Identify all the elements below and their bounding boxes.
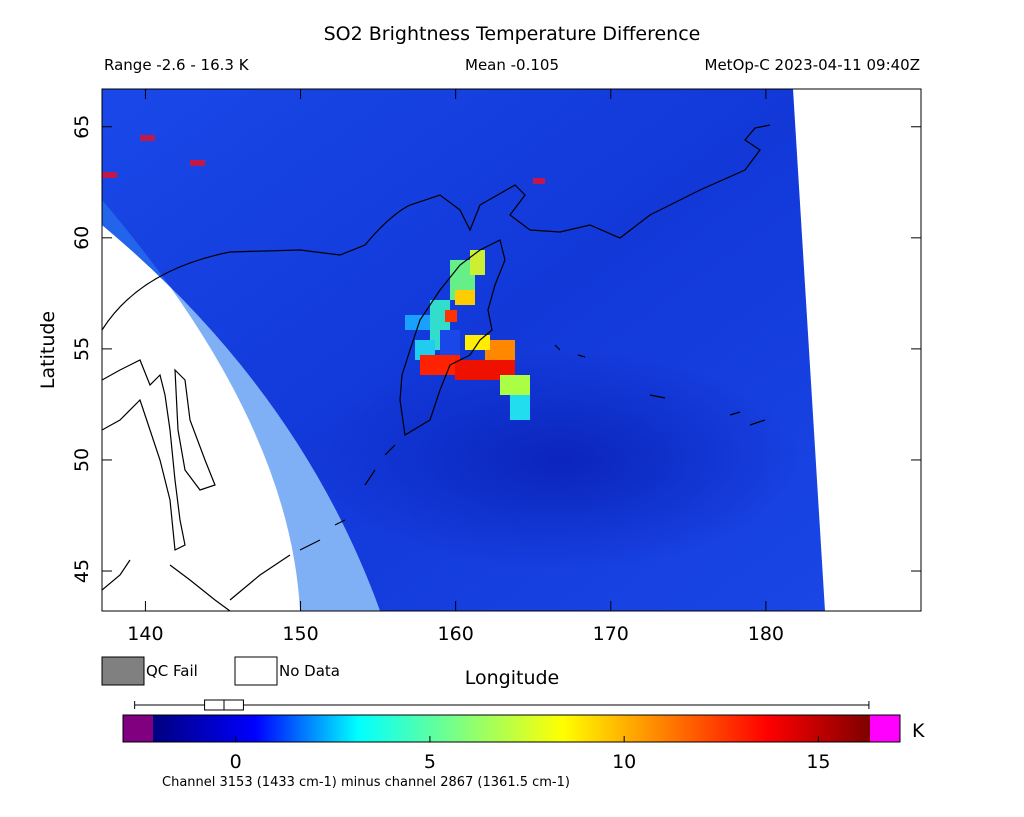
colorbar-gradient xyxy=(153,715,870,742)
title: SO2 Brightness Temperature Difference xyxy=(324,23,701,45)
plume xyxy=(102,135,545,420)
colorbar-tick-label: 10 xyxy=(612,751,636,773)
y-tick-label: 45 xyxy=(71,559,93,583)
colorbar-tick-label: 0 xyxy=(230,751,242,773)
colorbar-caption: Channel 3153 (1433 cm-1) minus channel 2… xyxy=(162,775,570,790)
colorbar-unit: K xyxy=(912,720,925,742)
dark-core xyxy=(320,350,800,570)
x-tick-label: 160 xyxy=(438,623,474,645)
satellite-label: MetOp-C 2023-04-11 09:40Z xyxy=(705,56,920,74)
x-axis-label: Longitude xyxy=(465,667,560,689)
coastline xyxy=(102,559,231,611)
x-tick-label: 180 xyxy=(748,623,784,645)
y-tick-label: 65 xyxy=(71,115,93,139)
islands xyxy=(229,344,766,601)
coastline xyxy=(102,124,771,331)
x-tick-label: 170 xyxy=(593,623,629,645)
swath-edge xyxy=(102,200,380,611)
x-tick-label: 140 xyxy=(127,623,163,645)
x-tick-label: 150 xyxy=(282,623,318,645)
legend-label: QC Fail xyxy=(146,662,198,680)
axes: 140 150 160 170 180 45 50 55 60 65 xyxy=(71,89,921,645)
y-tick-label: 55 xyxy=(71,337,93,361)
y-tick-label: 60 xyxy=(71,226,93,250)
mean-label: Mean -0.105 xyxy=(465,56,559,74)
y-tick-label: 50 xyxy=(71,448,93,472)
legend-swatch xyxy=(234,656,278,686)
map-field xyxy=(102,89,825,611)
legend-label: No Data xyxy=(279,662,340,680)
colorbar-frame xyxy=(122,714,901,743)
coastline xyxy=(399,239,506,436)
y-axis-label: Latitude xyxy=(37,311,59,389)
colorbar-under xyxy=(123,715,153,742)
coastline xyxy=(174,368,216,491)
colorbar-tick-label: 15 xyxy=(806,751,830,773)
colorbar-tick-label: 5 xyxy=(424,751,436,773)
range-label: Range -2.6 - 16.3 K xyxy=(104,56,250,74)
coastline xyxy=(102,359,186,551)
colorbar: 0 5 10 15 xyxy=(122,699,901,773)
legend-swatch xyxy=(101,656,145,686)
plot-frame xyxy=(101,88,922,612)
colorbar-over xyxy=(870,715,900,742)
